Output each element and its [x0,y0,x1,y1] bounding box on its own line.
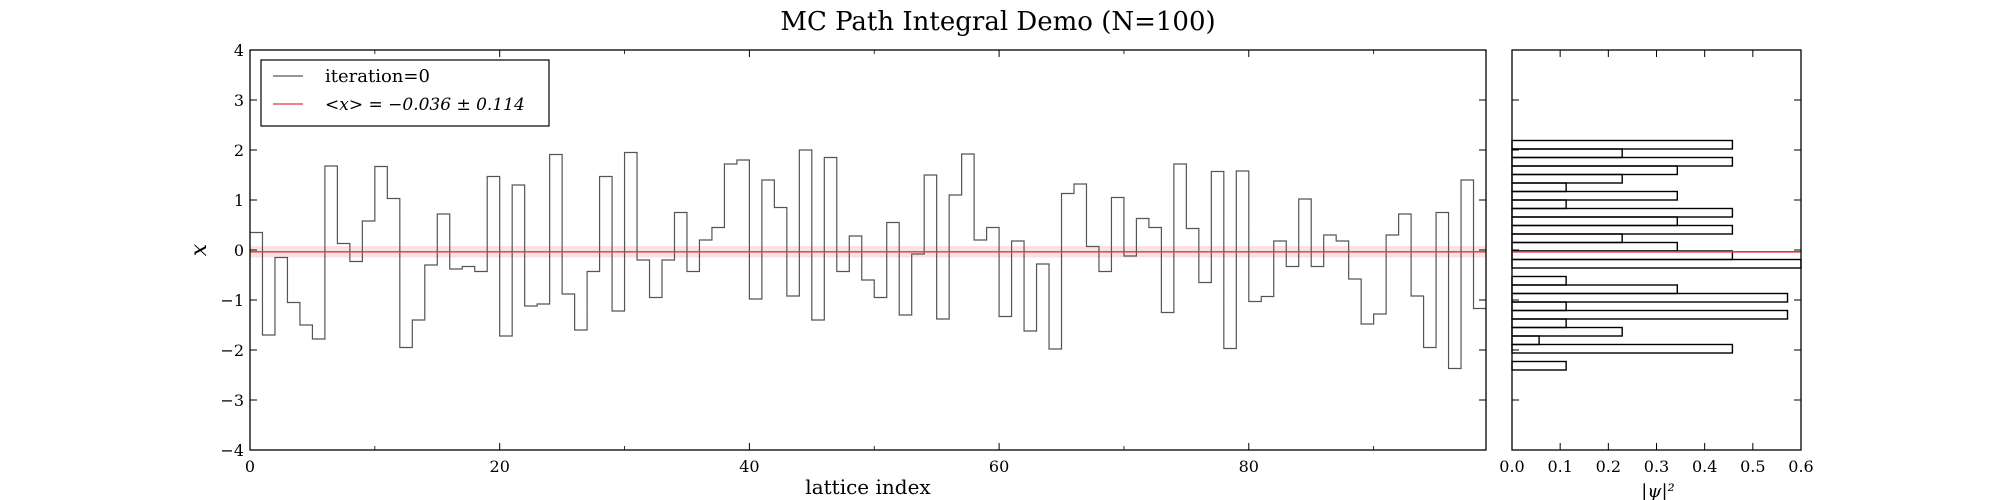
histogram-bar [1511,301,1567,312]
histogram-bar [1511,139,1734,150]
main-y-tick-label: −4 [220,441,244,460]
main-x-tick-label: 80 [1239,457,1259,476]
path-series [250,149,1486,370]
histogram-bar [1511,216,1679,227]
histogram-bar [1511,224,1734,235]
histogram-x-tick-label: 0.4 [1692,457,1717,476]
main-y-tick-label: −1 [220,291,244,310]
histogram-bar [1511,326,1623,337]
histogram-bar [1511,241,1679,252]
histogram-y-ticks [1512,49,1801,451]
histogram-bar [1511,207,1734,218]
histogram-bar [1511,284,1679,295]
main-x-tick-label: 0 [245,457,255,476]
chart-title: MC Path Integral Demo (N=100) [780,7,1215,37]
main-y-axis-label: x [187,243,212,256]
main-x-ticks: 0 20 40 60 80 [245,50,1375,476]
main-y-tick-label: 0 [234,241,244,260]
histogram-bar [1511,360,1567,371]
histogram-bar [1511,156,1734,167]
histogram-x-axis-label: |ψ|² [1641,481,1674,500]
histogram-bar [1511,335,1540,346]
histogram-bar [1511,165,1679,176]
histogram-bars [1511,139,1802,371]
histogram-bar [1511,318,1567,329]
main-y-ticks: −4 −3 −2 −1 0 1 2 3 4 [220,41,1486,460]
histogram-bar [1511,275,1567,286]
histogram-frame [1511,49,1802,451]
histogram-bar [1511,233,1623,244]
histogram-x-ticks: 0.0 0.1 0.2 0.3 0.4 0.5 0.6 [1499,50,1814,476]
histogram-bar [1511,199,1567,210]
legend-label-mean: <x> = −0.036 ± 0.114 [325,95,525,115]
legend: iteration=0 <x> = −0.036 ± 0.114 [260,59,550,127]
histogram-x-tick-label: 0.5 [1740,457,1765,476]
histogram-x-tick-label: 0.6 [1788,457,1813,476]
main-y-tick-label: −2 [220,341,244,360]
legend-frame [260,59,550,127]
histogram-x-tick-label: 0.0 [1499,457,1524,476]
path-series-line [250,149,1486,370]
histogram-bar [1511,258,1802,269]
main-y-tick-label: 3 [234,91,244,110]
main-x-tick-label: 40 [739,457,759,476]
histogram-bar [1511,343,1734,354]
histogram-bar [1511,292,1789,303]
histogram-x-tick-label: 0.3 [1644,457,1669,476]
legend-label-iteration: iteration=0 [325,66,430,87]
main-x-axis-label: lattice index [805,475,931,499]
main-y-tick-label: −3 [220,391,244,410]
histogram-x-tick-label: 0.2 [1596,457,1621,476]
main-x-tick-label: 20 [490,457,510,476]
main-y-tick-label: 1 [234,191,244,210]
histogram-plot: 0.0 0.1 0.2 0.3 0.4 0.5 0.6 |ψ|² [1499,49,1814,500]
histogram-bar [1511,190,1679,201]
histogram-bar [1511,182,1567,193]
histogram-bar [1511,148,1623,159]
histogram-x-tick-label: 0.1 [1547,457,1572,476]
main-y-tick-label: 2 [234,141,244,160]
histogram-bar [1511,309,1789,320]
main-y-tick-label: 4 [234,41,244,60]
histogram-bar [1511,173,1623,184]
main-x-tick-label: 60 [989,457,1009,476]
